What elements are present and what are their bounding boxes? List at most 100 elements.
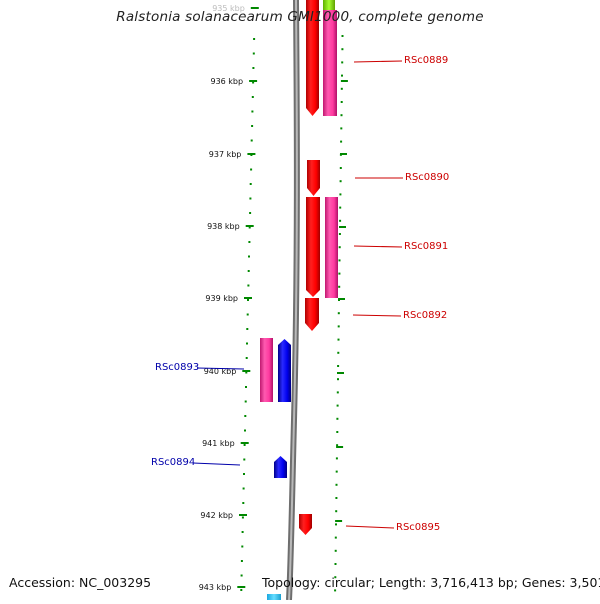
gene-label-RSc0890[interactable]: RSc0890 xyxy=(405,172,449,183)
gene-label-RSc0893[interactable]: RSc0893 xyxy=(155,362,199,373)
inner-ruler-dot xyxy=(336,404,339,407)
ruler-minor-tick xyxy=(240,574,243,577)
ruler-major-tick xyxy=(237,586,246,588)
label-leader-RSc0893 xyxy=(196,367,245,370)
gene-label-RSc0892[interactable]: RSc0892 xyxy=(403,310,447,321)
inner-ruler-dot xyxy=(339,193,342,196)
inner-ruler-dot xyxy=(338,233,341,235)
gene-arrow-RSc0889[interactable] xyxy=(306,0,319,116)
ruler-minor-tick xyxy=(252,81,255,84)
ruler-minor-tick xyxy=(244,400,247,403)
ruler-minor-tick xyxy=(245,371,248,374)
inner-ruler-dot xyxy=(338,272,341,275)
inner-ruler-dash xyxy=(340,80,348,82)
ruler-minor-tick xyxy=(248,226,251,229)
label-leader-RSc0891 xyxy=(353,245,403,248)
inner-ruler-dash xyxy=(335,520,343,522)
inner-ruler-dash xyxy=(336,446,344,448)
label-leader-RSc0889 xyxy=(353,60,403,63)
gene-label-RSc0891[interactable]: RSc0891 xyxy=(404,241,448,252)
inner-ruler-dot xyxy=(334,563,337,565)
gene-label-RSc0889[interactable]: RSc0889 xyxy=(404,55,448,66)
inner-ruler-dot xyxy=(340,140,343,143)
ruler-tick-label: 940 kbp xyxy=(204,367,237,376)
ruler-minor-tick xyxy=(241,516,244,519)
gene-feature-magenta-2[interactable] xyxy=(325,197,338,298)
inner-ruler-dot xyxy=(339,219,342,222)
ruler-minor-tick xyxy=(247,270,250,272)
accession-text: Accession: NC_003295 xyxy=(9,575,152,590)
ruler-major-tick xyxy=(245,225,254,227)
ruler-tick-label: 935 kbp xyxy=(212,4,245,13)
inner-ruler-dot xyxy=(335,523,337,526)
ruler-tick-label: 936 kbp xyxy=(210,77,243,86)
gene-label-RSc0894[interactable]: RSc0894 xyxy=(151,457,195,468)
inner-ruler-dot xyxy=(337,325,340,328)
inner-ruler-dot xyxy=(337,378,339,381)
ruler-minor-tick xyxy=(246,313,249,316)
coordinate-ruler: 935 kbp 936 kbp 937 kbp 938 kbp 939 kbp 940 k… xyxy=(199,4,259,592)
ruler-minor-tick xyxy=(242,502,245,504)
ruler-minor-tick xyxy=(241,531,244,533)
inner-ruler-dot xyxy=(336,417,339,420)
ruler-minor-tick xyxy=(242,487,245,490)
inner-ruler-dash xyxy=(338,298,345,300)
gene-arrow-RSc0893[interactable] xyxy=(278,339,291,402)
gene-labels: RSc0889 RSc0890 RSc0891 RSc0892 RSc0893 … xyxy=(151,55,449,533)
gene-feature-magenta-3[interactable] xyxy=(260,338,273,402)
ruler-minor-tick xyxy=(250,168,253,171)
ruler-minor-tick xyxy=(241,545,244,548)
ruler-minor-tick xyxy=(243,444,246,446)
inner-ruler-dot xyxy=(336,431,339,433)
inner-ruler-dot xyxy=(339,206,342,209)
inner-ruler-dot xyxy=(335,457,338,460)
ruler-minor-tick xyxy=(243,458,246,461)
inner-ruler-dash xyxy=(337,372,344,374)
ruler-major-tick xyxy=(244,297,252,299)
inner-ruler-dot xyxy=(338,246,341,249)
ruler-major-tick xyxy=(247,153,256,155)
inner-ruler-dot xyxy=(341,35,344,37)
inner-ruler-dot xyxy=(337,312,340,315)
ruler-tick-label: 942 kbp xyxy=(200,511,233,520)
gene-feature-green[interactable] xyxy=(323,0,335,10)
inner-ruler-dot xyxy=(337,351,340,354)
gene-arrow-RSc0892[interactable] xyxy=(305,298,319,331)
inner-ruler-dot xyxy=(336,444,339,447)
inner-ruler-dot xyxy=(341,48,344,51)
inner-ruler-dot xyxy=(339,167,342,169)
label-leader-RSc0892 xyxy=(352,314,402,317)
inner-ruler-dot xyxy=(335,483,338,486)
ruler-minor-tick xyxy=(245,357,248,359)
ruler-major-tick xyxy=(239,514,247,516)
ruler-tick-label: 943 kbp xyxy=(199,583,232,592)
ruler-minor-tick xyxy=(240,560,243,562)
ruler-minor-tick xyxy=(247,284,250,287)
inner-ruler-dot xyxy=(334,549,337,552)
ruler-minor-tick xyxy=(251,125,254,127)
inner-ruler-dot xyxy=(340,114,343,117)
gene-label-RSc0895[interactable]: RSc0895 xyxy=(396,522,440,533)
gene-arrow-RSc0890[interactable] xyxy=(307,160,320,196)
ruler-tick-label: 937 kbp xyxy=(209,150,242,159)
gene-feature-magenta-1[interactable] xyxy=(323,10,337,116)
ruler-minor-tick xyxy=(252,67,255,69)
gene-arrow-RSc0891[interactable] xyxy=(306,197,320,297)
ruler-major-tick xyxy=(249,80,258,82)
inner-ruler-dash xyxy=(339,226,346,228)
ruler-minor-tick xyxy=(246,342,248,345)
ruler-minor-tick xyxy=(245,386,247,388)
inner-ruler-dot xyxy=(335,470,338,473)
ruler-tick-label: 938 kbp xyxy=(207,222,240,231)
ruler-minor-tick xyxy=(251,110,254,113)
gene-arrow-RSc0895[interactable] xyxy=(299,514,312,535)
gene-arrow-RSc0894[interactable] xyxy=(274,456,287,478)
ruler-minor-tick xyxy=(248,255,250,258)
inner-ruler-dot xyxy=(334,576,337,579)
inner-ruler-dot xyxy=(334,589,337,592)
ruler-minor-tick xyxy=(246,328,249,330)
gene-feature-cyan[interactable] xyxy=(267,594,281,600)
inner-ruler-dot xyxy=(341,74,343,77)
inner-ruler-dot xyxy=(335,497,338,499)
